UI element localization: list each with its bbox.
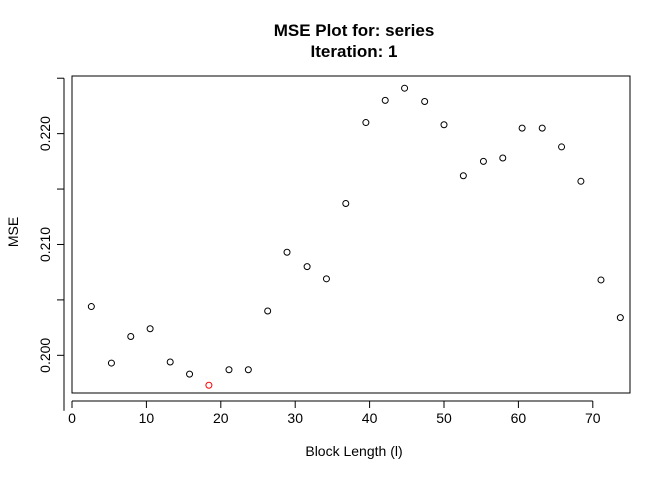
data-point xyxy=(244,366,252,374)
x-tick-label: 0 xyxy=(68,410,76,426)
chart-title: MSE Plot for: series xyxy=(274,21,435,40)
data-point xyxy=(107,359,115,367)
data-point xyxy=(381,96,389,104)
data-point xyxy=(459,172,467,180)
data-point xyxy=(440,121,448,129)
data-point xyxy=(342,199,350,207)
data-point xyxy=(616,314,624,322)
y-axis: 0.200 0.210 0.220 xyxy=(37,77,65,411)
y-tick-label: 0.210 xyxy=(37,227,53,262)
x-tick-label: 40 xyxy=(362,410,378,426)
x-axis: 0 10 20 30 40 50 60 70 xyxy=(68,400,601,426)
data-point xyxy=(322,275,330,283)
data-point xyxy=(558,143,566,151)
chart-subtitle: Iteration: 1 xyxy=(311,42,398,61)
x-tick-label: 50 xyxy=(436,410,452,426)
data-point xyxy=(186,370,194,378)
data-point xyxy=(538,124,546,132)
y-tick-label: 0.200 xyxy=(37,338,53,373)
x-tick-label: 30 xyxy=(287,410,303,426)
data-point xyxy=(283,248,291,256)
y-axis-label: MSE xyxy=(5,217,21,247)
data-point xyxy=(166,358,174,366)
data-point xyxy=(499,154,507,162)
x-tick-label: 20 xyxy=(213,410,229,426)
data-point xyxy=(421,97,429,105)
x-axis-label: Block Length (l) xyxy=(305,443,402,459)
data-point xyxy=(401,84,409,92)
x-tick-label: 60 xyxy=(511,410,527,426)
highlighted-data-point xyxy=(205,381,213,389)
data-point xyxy=(225,366,233,374)
data-point xyxy=(146,325,154,333)
data-point xyxy=(127,332,135,340)
data-point xyxy=(577,177,585,185)
data-point xyxy=(518,124,526,132)
data-point xyxy=(303,263,311,271)
y-tick-label: 0.220 xyxy=(37,116,53,151)
data-point xyxy=(597,276,605,284)
x-tick-label: 70 xyxy=(585,410,601,426)
data-point xyxy=(264,307,272,315)
data-point xyxy=(362,119,370,127)
data-point xyxy=(479,157,487,165)
plot-frame xyxy=(71,75,631,394)
data-points xyxy=(87,84,624,389)
x-tick-label: 10 xyxy=(139,410,155,426)
data-point xyxy=(87,303,95,311)
